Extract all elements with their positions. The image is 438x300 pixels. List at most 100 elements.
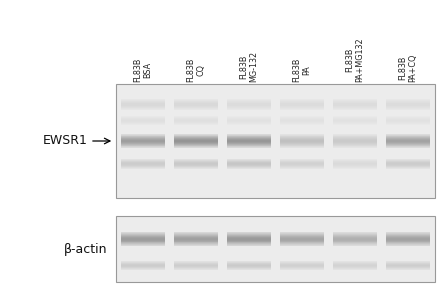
Bar bbox=[227, 137, 270, 138]
Bar bbox=[332, 264, 376, 265]
Bar bbox=[121, 145, 164, 146]
Bar bbox=[332, 163, 376, 164]
Bar bbox=[227, 146, 270, 147]
Bar bbox=[385, 244, 429, 245]
Bar bbox=[279, 134, 323, 135]
Bar bbox=[121, 134, 164, 135]
Bar bbox=[279, 101, 323, 102]
Bar bbox=[174, 269, 217, 270]
Bar bbox=[385, 236, 429, 237]
Bar bbox=[332, 136, 376, 137]
Text: FL83B
PA+CQ: FL83B PA+CQ bbox=[398, 54, 417, 82]
Bar bbox=[121, 242, 164, 243]
Bar bbox=[279, 136, 323, 137]
Bar bbox=[385, 266, 429, 267]
Bar bbox=[121, 124, 164, 125]
Bar bbox=[121, 238, 164, 239]
Bar bbox=[174, 236, 217, 237]
Bar bbox=[227, 124, 270, 125]
Bar bbox=[121, 245, 164, 246]
Bar bbox=[174, 116, 217, 117]
Bar bbox=[279, 116, 323, 117]
Bar bbox=[279, 103, 323, 104]
Bar bbox=[174, 238, 217, 239]
Bar bbox=[279, 144, 323, 145]
Bar bbox=[279, 100, 323, 101]
Bar bbox=[332, 269, 376, 270]
Bar bbox=[227, 147, 270, 148]
Bar bbox=[227, 244, 270, 245]
Bar bbox=[121, 163, 164, 164]
Bar bbox=[385, 143, 429, 144]
Bar bbox=[174, 265, 217, 266]
Bar bbox=[332, 240, 376, 241]
Bar bbox=[121, 117, 164, 118]
Bar bbox=[121, 119, 164, 120]
Bar bbox=[332, 164, 376, 165]
Bar bbox=[121, 262, 164, 263]
Bar bbox=[227, 134, 270, 135]
Bar bbox=[227, 238, 270, 239]
Bar bbox=[332, 262, 376, 263]
Bar bbox=[174, 237, 217, 238]
Bar bbox=[279, 159, 323, 160]
Bar bbox=[174, 163, 217, 164]
Bar bbox=[227, 140, 270, 141]
Bar bbox=[174, 240, 217, 241]
Bar bbox=[279, 232, 323, 233]
Bar bbox=[332, 105, 376, 106]
Bar bbox=[385, 267, 429, 268]
Bar bbox=[279, 123, 323, 124]
Bar bbox=[121, 108, 164, 109]
Bar bbox=[227, 135, 270, 136]
Bar bbox=[227, 123, 270, 124]
Bar bbox=[227, 232, 270, 233]
Bar bbox=[279, 163, 323, 164]
Bar bbox=[385, 140, 429, 141]
Bar bbox=[332, 139, 376, 140]
Bar bbox=[121, 238, 164, 239]
Bar bbox=[385, 162, 429, 163]
Bar bbox=[385, 240, 429, 241]
Bar bbox=[385, 100, 429, 101]
Bar bbox=[227, 120, 270, 121]
Bar bbox=[385, 163, 429, 164]
Bar bbox=[174, 117, 217, 118]
Bar bbox=[121, 139, 164, 140]
Bar bbox=[385, 146, 429, 147]
Bar bbox=[174, 134, 217, 135]
Bar bbox=[174, 165, 217, 166]
Bar bbox=[227, 103, 270, 104]
Bar bbox=[227, 145, 270, 146]
Bar bbox=[332, 232, 376, 233]
Bar bbox=[227, 168, 270, 169]
Bar bbox=[174, 121, 217, 122]
Bar bbox=[121, 141, 164, 142]
Bar bbox=[174, 118, 217, 119]
Bar bbox=[227, 268, 270, 269]
Bar bbox=[385, 123, 429, 124]
Bar bbox=[227, 138, 270, 139]
Bar bbox=[174, 103, 217, 104]
Text: β-actin: β-actin bbox=[64, 242, 107, 256]
Bar bbox=[227, 235, 270, 236]
Bar bbox=[121, 166, 164, 167]
Bar bbox=[121, 135, 164, 136]
Bar bbox=[385, 135, 429, 136]
Bar bbox=[385, 161, 429, 162]
Bar bbox=[332, 117, 376, 118]
Bar bbox=[385, 105, 429, 106]
Bar bbox=[332, 166, 376, 167]
Bar bbox=[279, 137, 323, 138]
Bar bbox=[279, 119, 323, 120]
Bar bbox=[332, 137, 376, 138]
Bar bbox=[332, 267, 376, 268]
Bar bbox=[174, 233, 217, 234]
Bar bbox=[174, 138, 217, 139]
Bar bbox=[385, 119, 429, 120]
Bar bbox=[279, 238, 323, 239]
Bar bbox=[174, 136, 217, 137]
Bar bbox=[279, 142, 323, 143]
Bar bbox=[332, 144, 376, 145]
Bar bbox=[227, 136, 270, 137]
